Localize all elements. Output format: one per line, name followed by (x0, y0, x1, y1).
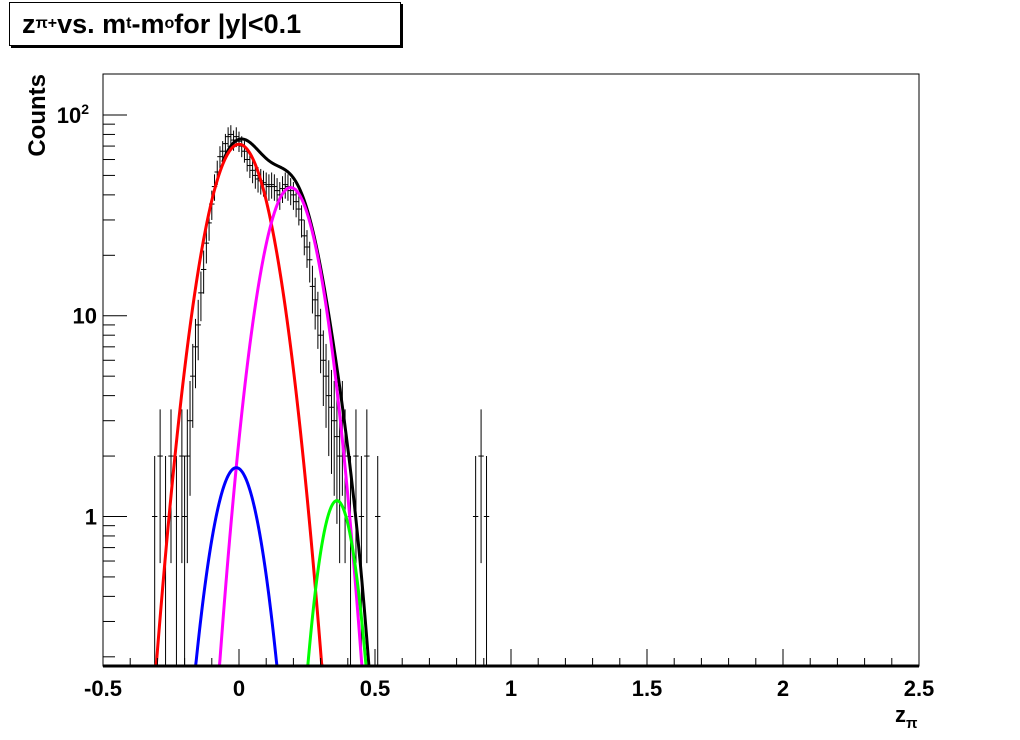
title-mt-sub: t (126, 15, 132, 32)
data-point (478, 409, 484, 564)
data-point (326, 360, 332, 457)
data-point (331, 380, 337, 496)
data-point (304, 230, 310, 268)
title-dash: -m (131, 8, 165, 39)
plot-frame (102, 73, 920, 667)
y-tick-label: 10 (73, 304, 97, 329)
x-tick-label: 1.5 (632, 676, 663, 701)
data-point (317, 308, 324, 374)
data-point (271, 174, 278, 201)
data-point (309, 265, 316, 314)
data-point (375, 456, 381, 666)
data-point (200, 250, 207, 294)
title-z-sub: π+ (35, 15, 58, 32)
x-tick-label: 2 (777, 676, 789, 701)
data-point (334, 393, 340, 524)
data-point (268, 172, 275, 199)
data-point (187, 380, 193, 496)
data-point (181, 456, 188, 666)
y-axis-label: Counts (24, 74, 51, 157)
red-fit-curve (149, 142, 329, 668)
data-point (192, 318, 199, 389)
x-tick-label: 2.5 (904, 676, 935, 701)
data-point (364, 409, 370, 564)
data-point (190, 343, 196, 428)
y-tick-label: 1 (85, 504, 97, 529)
x-tick-label: 0.5 (360, 676, 391, 701)
data-point (296, 195, 302, 226)
magenta-fit-curve (211, 186, 375, 668)
data-point (198, 271, 204, 322)
data-point (179, 409, 185, 564)
data-point (301, 219, 307, 256)
chart-title: z π+ vs. m t -m o for |y|<0.1 (9, 2, 401, 46)
data-point (312, 277, 318, 330)
x-tick-label: 0 (233, 676, 245, 701)
data-point (247, 154, 253, 179)
svg-text:zπ: zπ (895, 702, 918, 732)
x-tick-label: -0.5 (84, 676, 122, 701)
title-tail: for |y|<0.1 (174, 8, 302, 39)
data-point (315, 291, 321, 349)
data-point (266, 174, 272, 201)
data-point (328, 369, 335, 474)
x-tick-label: 1 (505, 676, 517, 701)
data-point (225, 127, 231, 148)
data-point (483, 456, 490, 666)
data-point (282, 172, 288, 199)
y-tick-label-top-base: 10 (57, 103, 81, 128)
data-point (249, 159, 256, 184)
data-point (151, 456, 158, 666)
data-point (320, 330, 327, 407)
data-point (472, 456, 479, 666)
data-point (353, 409, 359, 564)
data-point (298, 205, 305, 238)
data-point (228, 125, 234, 145)
title-z: z (22, 8, 36, 39)
data-point (307, 241, 313, 283)
data-point (217, 146, 223, 169)
data-point (244, 148, 250, 172)
data-point (184, 409, 191, 564)
data-point (222, 133, 229, 155)
data-point (293, 188, 299, 218)
title-mo-sub: o (164, 15, 175, 32)
data-point (336, 409, 343, 564)
title-vs: vs. m (57, 8, 127, 39)
y-tick-label-top: 102 (57, 101, 89, 128)
data-point (323, 343, 329, 428)
data-point (279, 176, 286, 203)
x-axis-label-main: z (895, 702, 906, 727)
total-fit-curve (221, 137, 375, 668)
data-point (173, 456, 180, 666)
x-axis-label-sub: π (906, 715, 918, 732)
data-point (195, 299, 201, 361)
data-point (157, 409, 163, 564)
x-axis-label: zπ (895, 702, 918, 732)
y-tick-label-top-exp: 2 (81, 101, 89, 117)
data-point (287, 178, 294, 206)
data-point (274, 178, 280, 206)
